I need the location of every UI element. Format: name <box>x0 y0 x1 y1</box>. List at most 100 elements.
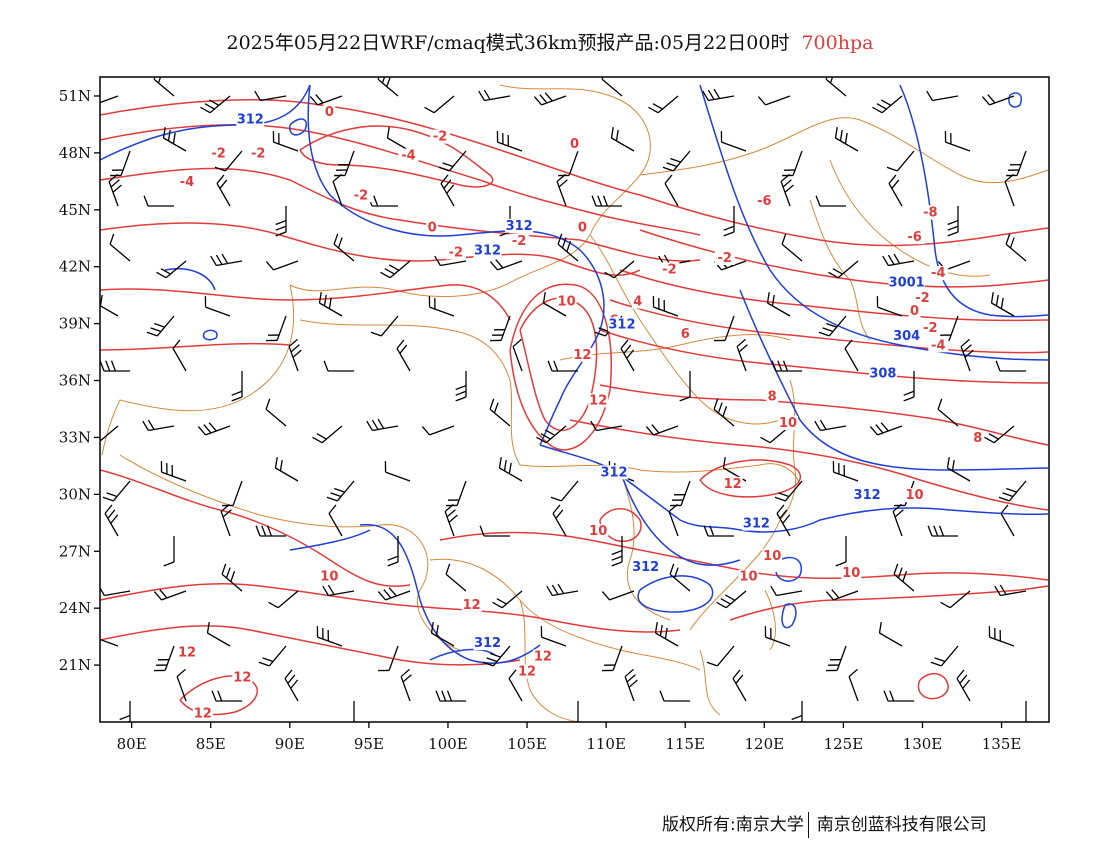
wind-barb <box>893 563 915 592</box>
temperature-label-bg <box>714 251 735 266</box>
height-label: 312 <box>474 243 501 258</box>
wind-barb <box>334 150 355 177</box>
height-label-bg <box>742 516 771 531</box>
wind-barb <box>903 371 915 402</box>
wind-barb <box>326 480 355 502</box>
wind-barb <box>312 425 343 444</box>
wind-barb <box>714 315 735 342</box>
lat-tick-label: 30N <box>59 485 91 503</box>
height-label-bg <box>892 328 921 343</box>
temperature-label: -6 <box>757 194 771 209</box>
wind-barb <box>940 590 971 609</box>
temperature-label-bg <box>398 148 419 163</box>
temperature-label-bg <box>679 326 692 341</box>
wind-barb <box>153 589 187 601</box>
wind-barb <box>214 150 243 172</box>
wind-barb <box>377 587 411 601</box>
wind-barb <box>445 563 467 592</box>
longitude-axis: 80E 85E 90E 95E 100E 105E 110E 115E 120E 125E 130E… <box>117 722 1021 753</box>
wind-barb <box>776 504 791 537</box>
wind-barb <box>197 422 231 436</box>
wind-barb <box>384 461 411 482</box>
temperature-label: 12 <box>589 393 607 408</box>
wind-barb <box>815 195 846 207</box>
wind-barb <box>110 150 131 177</box>
wind-barb <box>927 525 958 537</box>
wind-barb <box>654 622 679 647</box>
wind-barb <box>380 260 411 279</box>
temperature-label: 0 <box>325 105 334 120</box>
wind-barb <box>265 398 287 427</box>
temperature-labels: 0-2-4-2 -2-40-20-20-2-6-8-6-2-2 -4-20-2-41… <box>176 104 984 721</box>
wind-barb <box>498 457 523 482</box>
wind-barb <box>547 360 578 372</box>
wind-barb <box>421 425 455 436</box>
wind-barb <box>791 701 803 722</box>
height-label-bg <box>631 560 660 575</box>
wind-barb <box>1006 150 1027 177</box>
temperature-label-bg <box>754 194 775 209</box>
temperature-label-bg <box>841 565 862 580</box>
title-text: 2025年05月22日WRF/cmaq模式36km预报产品:05月22日00时 <box>226 32 790 54</box>
temperature-label: 10 <box>558 295 576 310</box>
wind-barb <box>100 425 119 442</box>
wind-barb <box>766 292 791 317</box>
height-label-bg <box>236 112 265 127</box>
temperature-label: 8 <box>973 431 982 446</box>
wind-barb <box>872 95 903 114</box>
temperature-label: 0 <box>428 221 437 236</box>
lon-tick-label: 95E <box>354 735 384 753</box>
temperature-label-bg <box>762 548 783 563</box>
lon-tick-label: 80E <box>117 735 147 753</box>
temperature-label-bg <box>532 649 553 664</box>
temperature-label-bg <box>631 294 644 309</box>
wind-barb <box>601 590 635 601</box>
wind-barb <box>757 95 791 106</box>
wind-barb <box>624 668 638 702</box>
lat-tick-label: 42N <box>59 258 91 276</box>
temperature-label-bg <box>722 476 743 491</box>
lat-tick-label: 39N <box>59 315 91 333</box>
wind-barb <box>162 127 187 152</box>
temperature-label: -2 <box>449 245 463 260</box>
height-label: 312 <box>506 219 533 234</box>
lon-tick-label: 90E <box>275 735 305 753</box>
wind-barbs <box>100 77 1027 722</box>
wind-barb <box>610 127 635 152</box>
wind-barb <box>220 503 232 537</box>
temperature-label-bg <box>461 598 482 613</box>
wind-barb <box>512 338 523 372</box>
lon-tick-label: 105E <box>507 735 547 753</box>
height-label: 312 <box>600 465 627 480</box>
temperature-label: 12 <box>573 348 591 363</box>
temperature-label-bg <box>912 290 933 305</box>
wind-barb <box>825 77 847 97</box>
temperature-label: 10 <box>842 566 860 581</box>
wind-barb <box>716 590 747 609</box>
temperature-label-bg <box>766 389 779 404</box>
wind-barb <box>732 669 747 702</box>
wind-barb <box>424 95 455 114</box>
wind-barb <box>770 585 803 597</box>
wind-barb <box>206 622 231 647</box>
temperature-label-bg <box>908 304 921 319</box>
wind-barb <box>153 77 175 97</box>
wind-barb <box>254 90 287 102</box>
lat-tick-label: 24N <box>59 599 91 617</box>
wind-barb <box>937 398 959 427</box>
wind-barb <box>400 668 412 702</box>
temperature-label: 0 <box>570 137 579 152</box>
wind-barb <box>960 338 974 372</box>
temperature-label-bg <box>430 129 451 144</box>
wind-barb <box>492 590 523 609</box>
temperature-label: 6 <box>681 327 690 342</box>
temperature-label: -4 <box>180 175 194 190</box>
wind-barb <box>482 645 511 667</box>
wind-barb <box>102 480 131 502</box>
wind-barb <box>713 398 735 427</box>
wind-barb <box>154 645 175 672</box>
wind-barb <box>142 419 175 432</box>
wind-barb <box>366 418 399 432</box>
temperature-label: 0 <box>910 304 919 319</box>
wind-barb <box>323 360 354 372</box>
